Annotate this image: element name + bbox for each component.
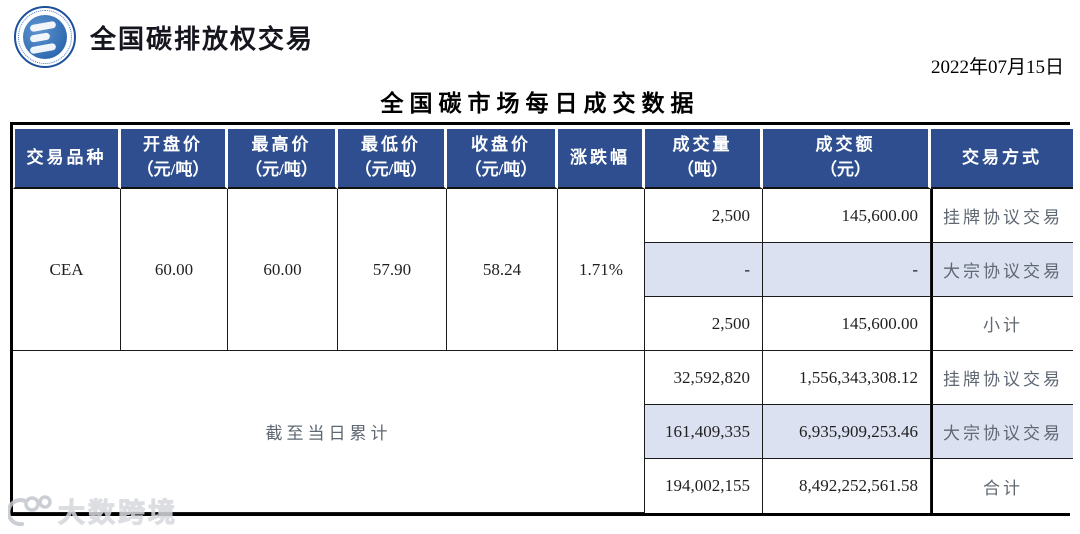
logo-ring — [18, 10, 72, 64]
cell-volume: 32,592,820 — [645, 351, 763, 405]
logo-core — [23, 15, 67, 59]
brand-bar: 全国碳排放权交易 — [14, 6, 314, 68]
watermark-goggles-icon — [8, 494, 52, 526]
cell-volume: 194,002,155 — [645, 459, 763, 513]
cell-amount: 1,556,343,308.12 — [763, 351, 931, 405]
col-header-high: 最高价 （元/吨） — [228, 125, 338, 189]
col-header-volume: 成交量 （吨） — [645, 125, 763, 189]
cell-method: 合计 — [931, 459, 1073, 513]
cell-open-price: 60.00 — [121, 189, 228, 351]
cumulative-row-listed: 截至当日累计 32,592,820 1,556,343,308.12 挂牌协议交… — [13, 351, 1073, 513]
table-header-row: 交易品种 开盘价 （元/吨） 最高价 （元/吨） 最低价 （元/吨） 收盘价 （元/吨）… — [13, 125, 1073, 189]
col-header-close: 收盘价 （元/吨） — [447, 125, 558, 189]
cell-amount: - — [763, 243, 931, 297]
watermark: 大数跨境 — [8, 491, 178, 530]
cell-high-price: 60.00 — [228, 189, 338, 351]
daily-row-listed: CEA 60.00 60.00 57.90 58.24 1.71% 2,500 … — [13, 189, 1073, 351]
cell-volume: - — [645, 243, 763, 297]
cell-amount: 6,935,909,253.46 — [763, 405, 931, 459]
report-date: 2022年07月15日 — [930, 57, 1064, 78]
col-header-open: 开盘价 （元/吨） — [121, 125, 228, 189]
cell-volume: 2,500 — [645, 189, 763, 243]
cell-method: 挂牌协议交易 — [931, 351, 1073, 405]
cell-cumulative-label: 截至当日累计 — [13, 351, 645, 513]
cell-method: 大宗协议交易 — [931, 243, 1073, 297]
cell-close-price: 58.24 — [447, 189, 558, 351]
daily-row-subtotal: 2,500 145,600.00 小计 — [13, 297, 1073, 351]
page-title: 全国碳市场每日成交数据 — [380, 91, 700, 116]
cell-change-percent: 1.71% — [558, 189, 645, 351]
cell-variety: CEA — [13, 189, 121, 351]
cell-method: 大宗协议交易 — [931, 405, 1073, 459]
carbon-exchange-logo-icon — [14, 6, 76, 68]
cell-method: 挂牌协议交易 — [931, 189, 1073, 243]
watermark-text: 大数跨境 — [58, 498, 178, 529]
cell-volume: 161,409,335 — [645, 405, 763, 459]
cell-volume: 2,500 — [645, 297, 763, 351]
daily-row-block-trade: - - 大宗协议交易 — [13, 243, 1073, 297]
cell-amount: 145,600.00 — [763, 297, 931, 351]
cumulative-row-block-trade: 161,409,335 6,935,909,253.46 大宗协议交易 — [13, 405, 1073, 459]
col-header-method: 交易方式 — [931, 125, 1073, 189]
col-header-amount: 成交额 （元） — [763, 125, 931, 189]
cell-amount: 8,492,252,561.58 — [763, 459, 931, 513]
col-header-low: 最低价 （元/吨） — [338, 125, 447, 189]
cell-amount: 145,600.00 — [763, 189, 931, 243]
trading-data-table: 交易品种 开盘价 （元/吨） 最高价 （元/吨） 最低价 （元/吨） 收盘价 （元/吨）… — [10, 122, 1073, 516]
cell-low-price: 57.90 — [338, 189, 447, 351]
col-header-change: 涨跌幅 — [558, 125, 645, 189]
col-header-variety: 交易品种 — [13, 125, 121, 189]
cumulative-row-total: 194,002,155 8,492,252,561.58 合计 — [13, 459, 1073, 513]
brand-title: 全国碳排放权交易 — [90, 24, 315, 54]
cell-method: 小计 — [931, 297, 1073, 351]
